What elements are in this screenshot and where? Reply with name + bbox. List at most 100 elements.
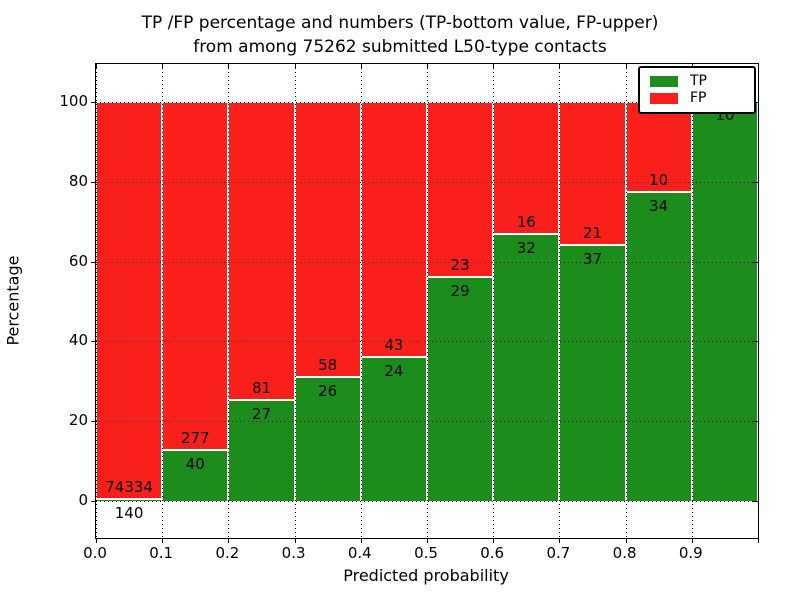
tp-segment: [494, 235, 559, 501]
fp-segment: [361, 102, 426, 359]
v-gridline-8: [625, 64, 627, 538]
x-tick-label-0.0: 0.0: [83, 544, 107, 562]
y-tick-right: [753, 421, 758, 423]
tp-count-label: 24: [384, 362, 404, 381]
tp-segment: [163, 450, 228, 501]
tp-count-label: 26: [318, 381, 338, 400]
tp-segment: [428, 278, 493, 501]
tp-segment: [560, 246, 625, 501]
x-tick-top: [427, 64, 428, 69]
x-tick-top: [559, 64, 561, 69]
x-tick-bottom: [758, 538, 759, 543]
x-tick-label-0.9: 0.9: [678, 544, 703, 562]
x-tick-top: [625, 64, 627, 69]
stacked-bar-0.6-0.7: [493, 102, 560, 501]
fp-segment: [163, 102, 228, 451]
y-tick-left: [91, 261, 96, 263]
y-tick-label-40: 40: [68, 331, 88, 350]
stacked-bar-0.4-0.5: [360, 102, 427, 501]
x-tick-top: [294, 64, 296, 69]
tp-segment: [229, 401, 294, 501]
v-gridline-10: [758, 64, 759, 538]
x-tick-bottom: [625, 538, 627, 543]
x-tick-top: [758, 64, 759, 69]
tp-count-label: 34: [649, 196, 669, 215]
x-tick-label-0.4: 0.4: [347, 544, 372, 562]
legend-label-tp: TP: [690, 73, 707, 89]
y-tick-label-80: 80: [68, 171, 88, 190]
x-tick-label-0.6: 0.6: [480, 544, 505, 562]
tp-segment: [626, 192, 691, 501]
fp-count-label: 23: [450, 256, 470, 275]
tp-segment: [97, 500, 162, 501]
y-tick-right: [753, 341, 758, 343]
x-axis-label: Predicted probability: [343, 566, 509, 585]
x-tick-bottom: [559, 538, 561, 543]
plot-area: TP FP 74334 140 277 40 81 27 58 26 43 24 23 29 16 32 2…: [91, 63, 759, 543]
fp-count-label: 58: [318, 355, 338, 374]
x-tick-top: [96, 64, 97, 69]
v-gridline-2: [228, 64, 230, 538]
fp-count-label: 21: [582, 224, 603, 243]
x-tick-label-0.5: 0.5: [414, 544, 438, 562]
legend: TP FP: [638, 66, 756, 114]
y-tick-right: [753, 181, 758, 183]
v-gridline-6: [493, 64, 495, 538]
fp-segment: [626, 102, 691, 193]
x-tick-label-0.1: 0.1: [149, 544, 174, 562]
x-tick-bottom: [360, 538, 362, 543]
legend-item-fp: FP: [650, 90, 754, 107]
y-tick-left: [91, 501, 96, 502]
tp-count-label: 140: [114, 504, 144, 523]
tp-count-label: 37: [582, 250, 603, 269]
chart-title: TP /FP percentage and numbers (TP-bottom…: [0, 11, 800, 59]
tp-count-label: 40: [185, 454, 205, 473]
v-gridline-1: [162, 64, 164, 538]
fp-segment: [295, 102, 360, 378]
v-gridline-0: [96, 64, 97, 538]
y-tick-left: [91, 102, 96, 103]
y-tick-label-20: 20: [68, 411, 88, 430]
x-tick-bottom: [96, 538, 97, 543]
chart-title-line2: from among 75262 submitted L50-type cont…: [193, 37, 607, 57]
x-tick-bottom: [162, 538, 164, 543]
y-tick-left: [91, 341, 96, 343]
stacked-bar-0.1-0.2: [162, 102, 229, 501]
stacked-bar-0.7-0.8: [559, 102, 626, 501]
fp-count-label: 16: [516, 212, 536, 231]
v-gridline-9: [691, 64, 693, 538]
tp-segment: [295, 377, 360, 501]
fp-segment: [229, 102, 294, 402]
y-tick-left: [91, 421, 96, 423]
x-tick-top: [360, 64, 362, 69]
fp-swatch-icon: [650, 93, 678, 104]
x-tick-top: [493, 64, 495, 69]
y-axis-label: Percentage: [3, 255, 23, 346]
chart-title-line1: TP /FP percentage and numbers (TP-bottom…: [141, 13, 659, 33]
stacked-bar-0.9-1.0: [691, 101, 758, 501]
x-tick-label-0.8: 0.8: [612, 544, 637, 562]
stacked-bar-0.2-0.3: [228, 102, 295, 501]
fp-count-label: 10: [649, 170, 669, 189]
stacked-bar-0.8-0.9: [625, 102, 692, 501]
v-gridline-7: [559, 64, 561, 538]
fp-count-label: 81: [251, 379, 272, 398]
x-tick-bottom: [691, 538, 693, 543]
x-tick-label-0.3: 0.3: [281, 544, 306, 562]
y-tick-left: [91, 181, 96, 183]
x-tick-top: [162, 64, 164, 69]
y-tick-right: [753, 501, 758, 502]
fp-count-label: 43: [384, 336, 404, 355]
stacked-bar-0.5-0.6: [427, 102, 494, 501]
v-gridline-5: [427, 64, 428, 538]
tp-segment: [692, 101, 757, 501]
tp-count-label: 29: [450, 282, 470, 301]
fp-segment: [560, 102, 625, 247]
x-tick-label-0.2: 0.2: [215, 544, 240, 562]
legend-item-tp: TP: [650, 73, 754, 90]
tp-segment: [361, 358, 426, 501]
legend-label-fp: FP: [690, 90, 707, 106]
fp-count-label: 277: [180, 428, 210, 447]
tp-swatch-icon: [650, 76, 678, 87]
